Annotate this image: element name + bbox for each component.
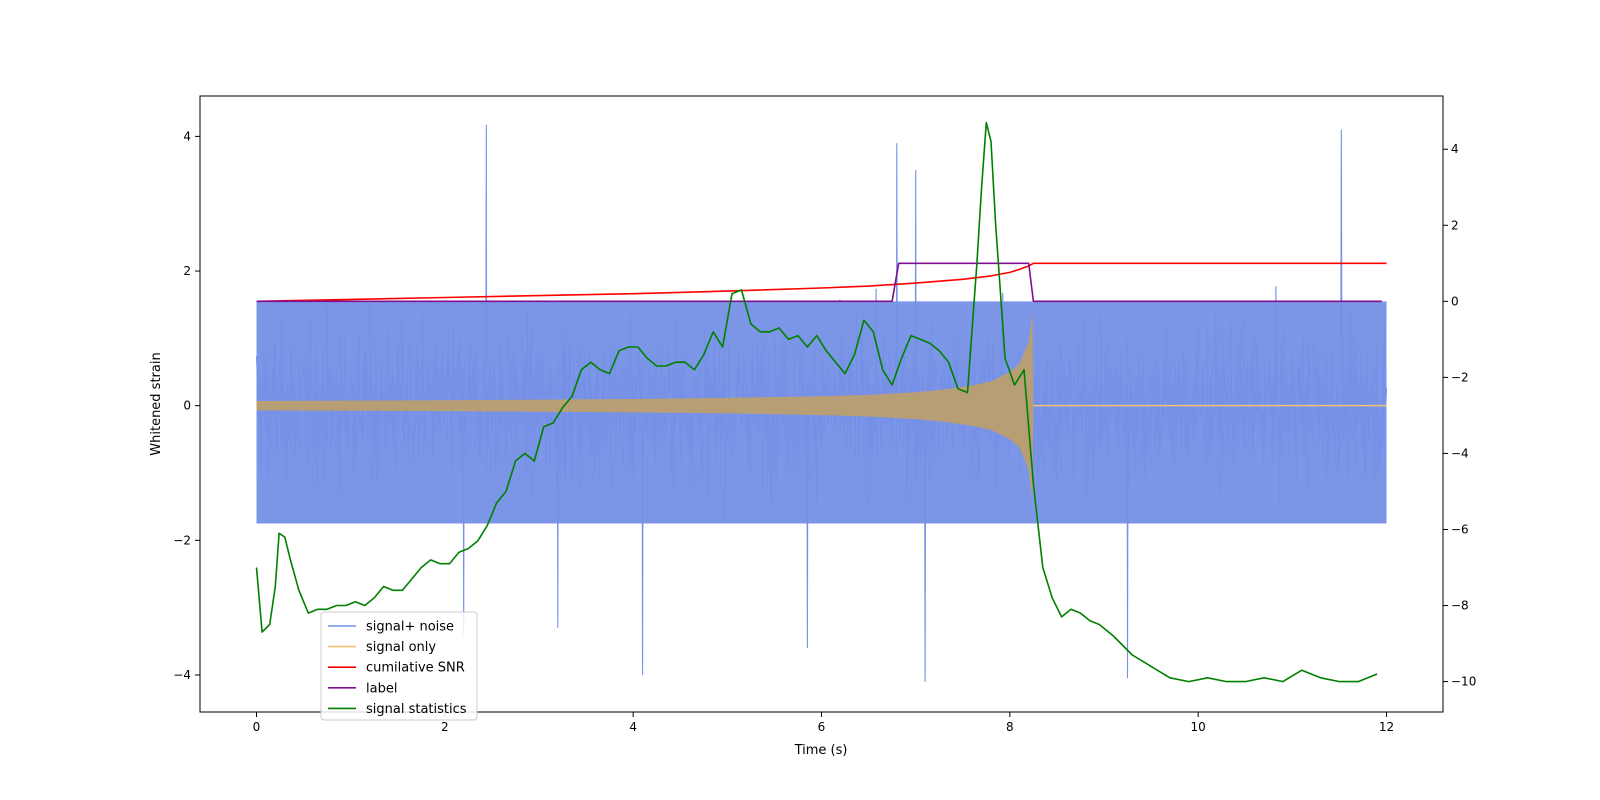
x-axis: 0 2 4 6 8 10 12 [253, 712, 1394, 734]
y-right-tick-label: −2 [1451, 370, 1469, 384]
cumilative-snr-line [256, 262, 1387, 303]
label-line [256, 262, 1382, 303]
x-tick-label: 12 [1379, 720, 1394, 734]
y-axis-left: −4 −2 0 2 4 [173, 129, 200, 682]
y-tick-label: 0 [183, 399, 191, 413]
x-tick-label: 4 [629, 720, 637, 734]
legend-label: signal+ noise [366, 620, 454, 635]
x-tick-label: 6 [818, 720, 826, 734]
y-right-tick-label: 2 [1451, 218, 1459, 232]
plot-area [255, 121, 1388, 683]
y-right-tick-label: −6 [1451, 522, 1469, 536]
y-tick-label: −4 [173, 668, 191, 682]
y-right-tick-label: 4 [1451, 142, 1459, 156]
legend-label: signal statistics [366, 702, 467, 717]
y-right-tick-label: −4 [1451, 446, 1469, 460]
legend-label: label [366, 681, 397, 696]
x-tick-label: 2 [441, 720, 449, 734]
y-right-tick-label: −10 [1451, 675, 1476, 689]
signal-only-series [256, 311, 1387, 500]
x-axis-label: Time (s) [794, 743, 848, 758]
legend-box [320, 611, 478, 721]
legend-label: cumilative SNR [366, 661, 465, 676]
y-tick-label: 4 [183, 129, 191, 143]
x-tick-label: 0 [253, 720, 261, 734]
legend: signal+ noise signal only cumilative SNR la… [320, 611, 478, 721]
signal-only-envelope [256, 311, 1387, 500]
y-right-tick-label: −8 [1451, 599, 1469, 613]
y-right-tick-label: 0 [1451, 294, 1459, 308]
signal-statistics-line [255, 121, 1378, 683]
line-series [255, 121, 1387, 683]
x-tick-label: 10 [1191, 720, 1206, 734]
legend-label: signal only [366, 640, 436, 655]
x-tick-label: 8 [1006, 720, 1014, 734]
y-tick-label: −2 [173, 533, 191, 547]
y-tick-label: 2 [183, 264, 191, 278]
y-axis-right: −10 −8 −6 −4 −2 0 2 4 [1443, 142, 1476, 689]
y-axis-label: Whitened strain [149, 352, 164, 455]
